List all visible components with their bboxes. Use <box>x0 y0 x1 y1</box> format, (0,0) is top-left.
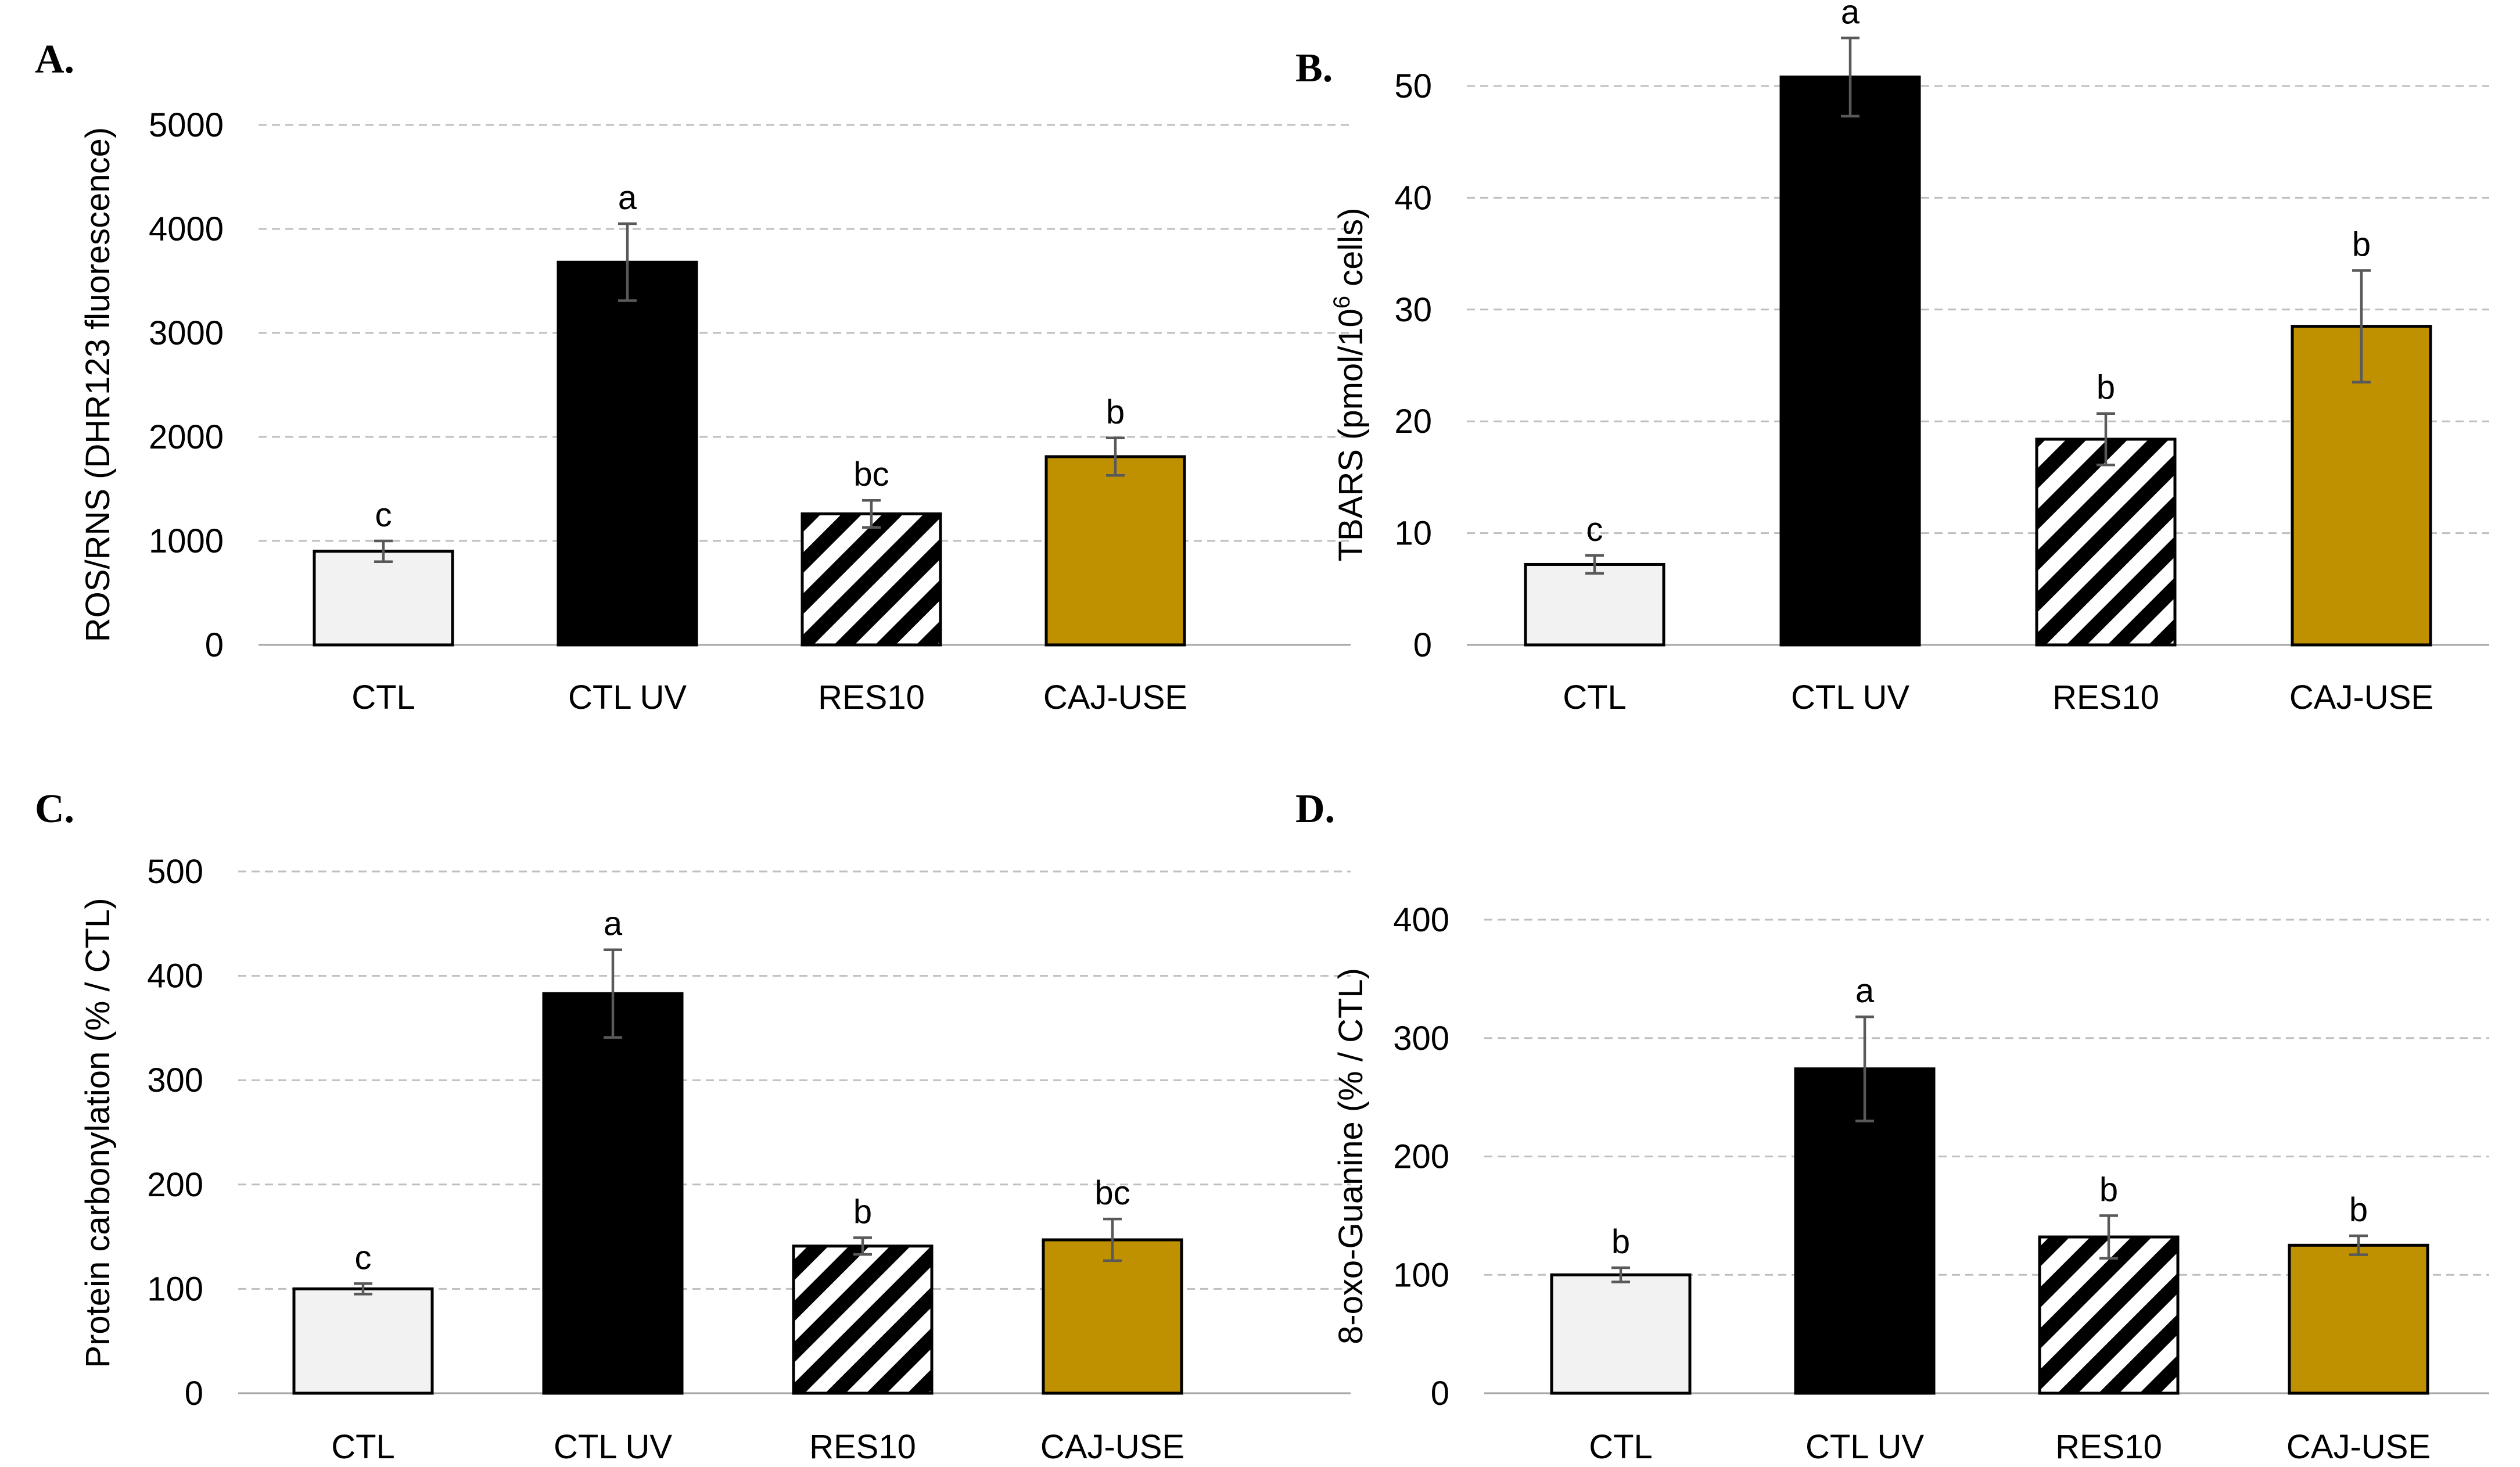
panel-c-significance-res10: b <box>853 1193 872 1231</box>
panel-d-y-axis-title: 8-oxo-Guanine (% / CTL) <box>1332 968 1370 1344</box>
panel-c-ytick-label: 500 <box>147 853 203 891</box>
panel-b-bar-ctl <box>1524 562 1665 647</box>
panel-a-bar-res10 <box>800 512 942 647</box>
panel-b-category-label-caj-use: CAJ-USE <box>2289 679 2433 716</box>
panel-b-category-label-res10: RES10 <box>2052 679 2159 716</box>
panel-b-ytick-label: 40 <box>1394 179 1432 217</box>
panel-a-category-label-res10: RES10 <box>818 679 925 716</box>
panel-c-ytick-label: 200 <box>147 1166 203 1204</box>
panel-a-bar-caj-use <box>1044 455 1186 647</box>
panel-b-significance-res10: b <box>2097 369 2115 407</box>
panel-a-significance-caj-use: b <box>1106 393 1125 431</box>
panel-c-significance-caj-use: bc <box>1094 1174 1130 1212</box>
panel-a-letter: A. <box>35 37 74 82</box>
panel-b-y-axis-title-tail: cells) <box>1332 208 1370 296</box>
panel-b: B. 0 10 20 30 40 50 TBARS (pmol/106 cells) c CTL a… <box>1295 0 2489 716</box>
panel-d-bar-res10 <box>2038 1235 2180 1395</box>
panel-b-significance-ctl: c <box>1586 511 1603 548</box>
panel-b-ytick-label: 20 <box>1394 403 1432 440</box>
panel-b-significance-caj-use: b <box>2352 225 2371 263</box>
panel-d-letter: D. <box>1295 787 1335 831</box>
panel-a-ytick-label: 3000 <box>149 314 224 352</box>
panel-d-category-label-caj-use: CAJ-USE <box>2286 1428 2431 1466</box>
panel-a-category-label-caj-use: CAJ-USE <box>1043 679 1187 716</box>
panel-c-category-label-ctl: CTL <box>331 1428 395 1466</box>
panel-a-significance-ctl: c <box>375 496 392 534</box>
panel-c-ytick-label: 100 <box>147 1270 203 1308</box>
panel-d-ytick-label: 300 <box>1393 1020 1449 1057</box>
panel-c-y-axis-title-main: Protein carbonylation (% / CTL) <box>79 898 117 1368</box>
panel-d-y-axis-title-main: 8-oxo-Guanine (% / CTL) <box>1332 968 1370 1344</box>
panel-c-ytick-label: 400 <box>147 957 203 995</box>
panel-c-letter: C. <box>35 787 74 831</box>
panel-d-ytick-label: 100 <box>1393 1256 1449 1294</box>
panel-d-bar-caj-use <box>2288 1243 2429 1395</box>
panel-a-significance-ctl-uv: a <box>618 179 637 217</box>
panel-d-significance-res10: b <box>2099 1171 2118 1208</box>
panel-d-category-label-ctl-uv: CTL UV <box>1805 1428 1924 1466</box>
panel-d-significance-ctl-uv: a <box>1855 972 1875 1010</box>
panel-d-category-label-ctl: CTL <box>1589 1428 1653 1466</box>
panel-a-y-axis-title-main: ROS/RNS <box>79 489 117 642</box>
panel-b-category-label-ctl: CTL <box>1563 679 1627 716</box>
panel-c-category-label-ctl-uv: CTL UV <box>554 1428 672 1466</box>
panel-b-letter: B. <box>1295 46 1333 91</box>
panel-c-significance-ctl: c <box>355 1239 372 1276</box>
panel-b-bar-res10 <box>2035 437 2177 647</box>
panel-a-ytick-label: 4000 <box>149 210 224 248</box>
panel-c-bar-ctl <box>292 1287 434 1395</box>
panel-a-significance-res10: bc <box>853 455 889 493</box>
panel-d-category-label-res10: RES10 <box>2055 1428 2162 1466</box>
panel-c-ytick-label: 0 <box>185 1375 203 1412</box>
panel-b-y-axis-title-detail: (pmol/10 <box>1332 309 1370 449</box>
panel-c-ytick-label: 300 <box>147 1061 203 1099</box>
panel-c-significance-ctl-uv: a <box>604 905 623 943</box>
panel-a-ytick-label: 1000 <box>149 522 224 560</box>
panel-a-category-label-ctl: CTL <box>351 679 415 716</box>
panel-b-y-axis-title-main: TBARS <box>1332 449 1370 561</box>
panel-c-bar-ctl-uv <box>542 992 684 1395</box>
panel-c-y-axis-title: Protein carbonylation (% / CTL) <box>79 898 117 1368</box>
panel-a-ytick-label: 5000 <box>149 106 224 144</box>
panel-a-ytick-label: 2000 <box>149 418 224 456</box>
panel-a-y-axis-title: ROS/RNS (DHR123 fluorescence) <box>79 127 117 642</box>
panel-d-ytick-label: 400 <box>1393 901 1449 939</box>
panel-d-significance-caj-use: b <box>2349 1191 2368 1229</box>
panel-b-significance-ctl-uv: a <box>1841 0 1860 31</box>
panel-b-ytick-label: 50 <box>1394 67 1432 105</box>
panel-d-ytick-label: 200 <box>1393 1138 1449 1176</box>
panel-a-bar-ctl-uv <box>557 260 698 647</box>
panel-b-bar-ctl-uv <box>1779 76 1921 647</box>
panel-b-ytick-label: 30 <box>1394 291 1432 329</box>
panel-a: A. 0 1000 2000 3000 4000 5000 ROS/RNS (DHR123 f… <box>35 37 1351 716</box>
panel-d: D. 0 100 200 300 400 8-oxo-Guanine (% / CTL) b C… <box>1295 787 2489 1466</box>
panel-d-bar-ctl <box>1550 1273 1692 1395</box>
panel-b-y-axis-title-sup: 6 <box>1329 296 1355 309</box>
panel-d-significance-ctl: b <box>1611 1223 1630 1261</box>
panel-d-ytick-label: 0 <box>1431 1375 1449 1412</box>
panel-a-category-label-ctl-uv: CTL UV <box>568 679 687 716</box>
panel-b-category-label-ctl-uv: CTL UV <box>1791 679 1909 716</box>
panel-c-category-label-res10: RES10 <box>809 1428 916 1466</box>
panel-c-category-label-caj-use: CAJ-USE <box>1040 1428 1184 1466</box>
panel-a-y-axis-title-detail: (DHR123 fluorescence) <box>79 127 117 489</box>
panel-b-y-axis-title: TBARS (pmol/106 cells) <box>1329 208 1370 562</box>
panel-c: C. 0 100 200 300 400 500 Protein carbonylation … <box>35 787 1351 1466</box>
panel-d-bar-ctl-uv <box>1794 1067 1936 1395</box>
panel-a-bar-ctl <box>313 550 454 647</box>
panel-c-bar-res10 <box>792 1244 934 1395</box>
panel-c-bar-caj-use <box>1042 1238 1183 1395</box>
panel-b-ytick-label: 10 <box>1394 515 1432 553</box>
panel-a-ytick-label: 0 <box>205 626 224 664</box>
panel-b-ytick-label: 0 <box>1413 626 1432 664</box>
